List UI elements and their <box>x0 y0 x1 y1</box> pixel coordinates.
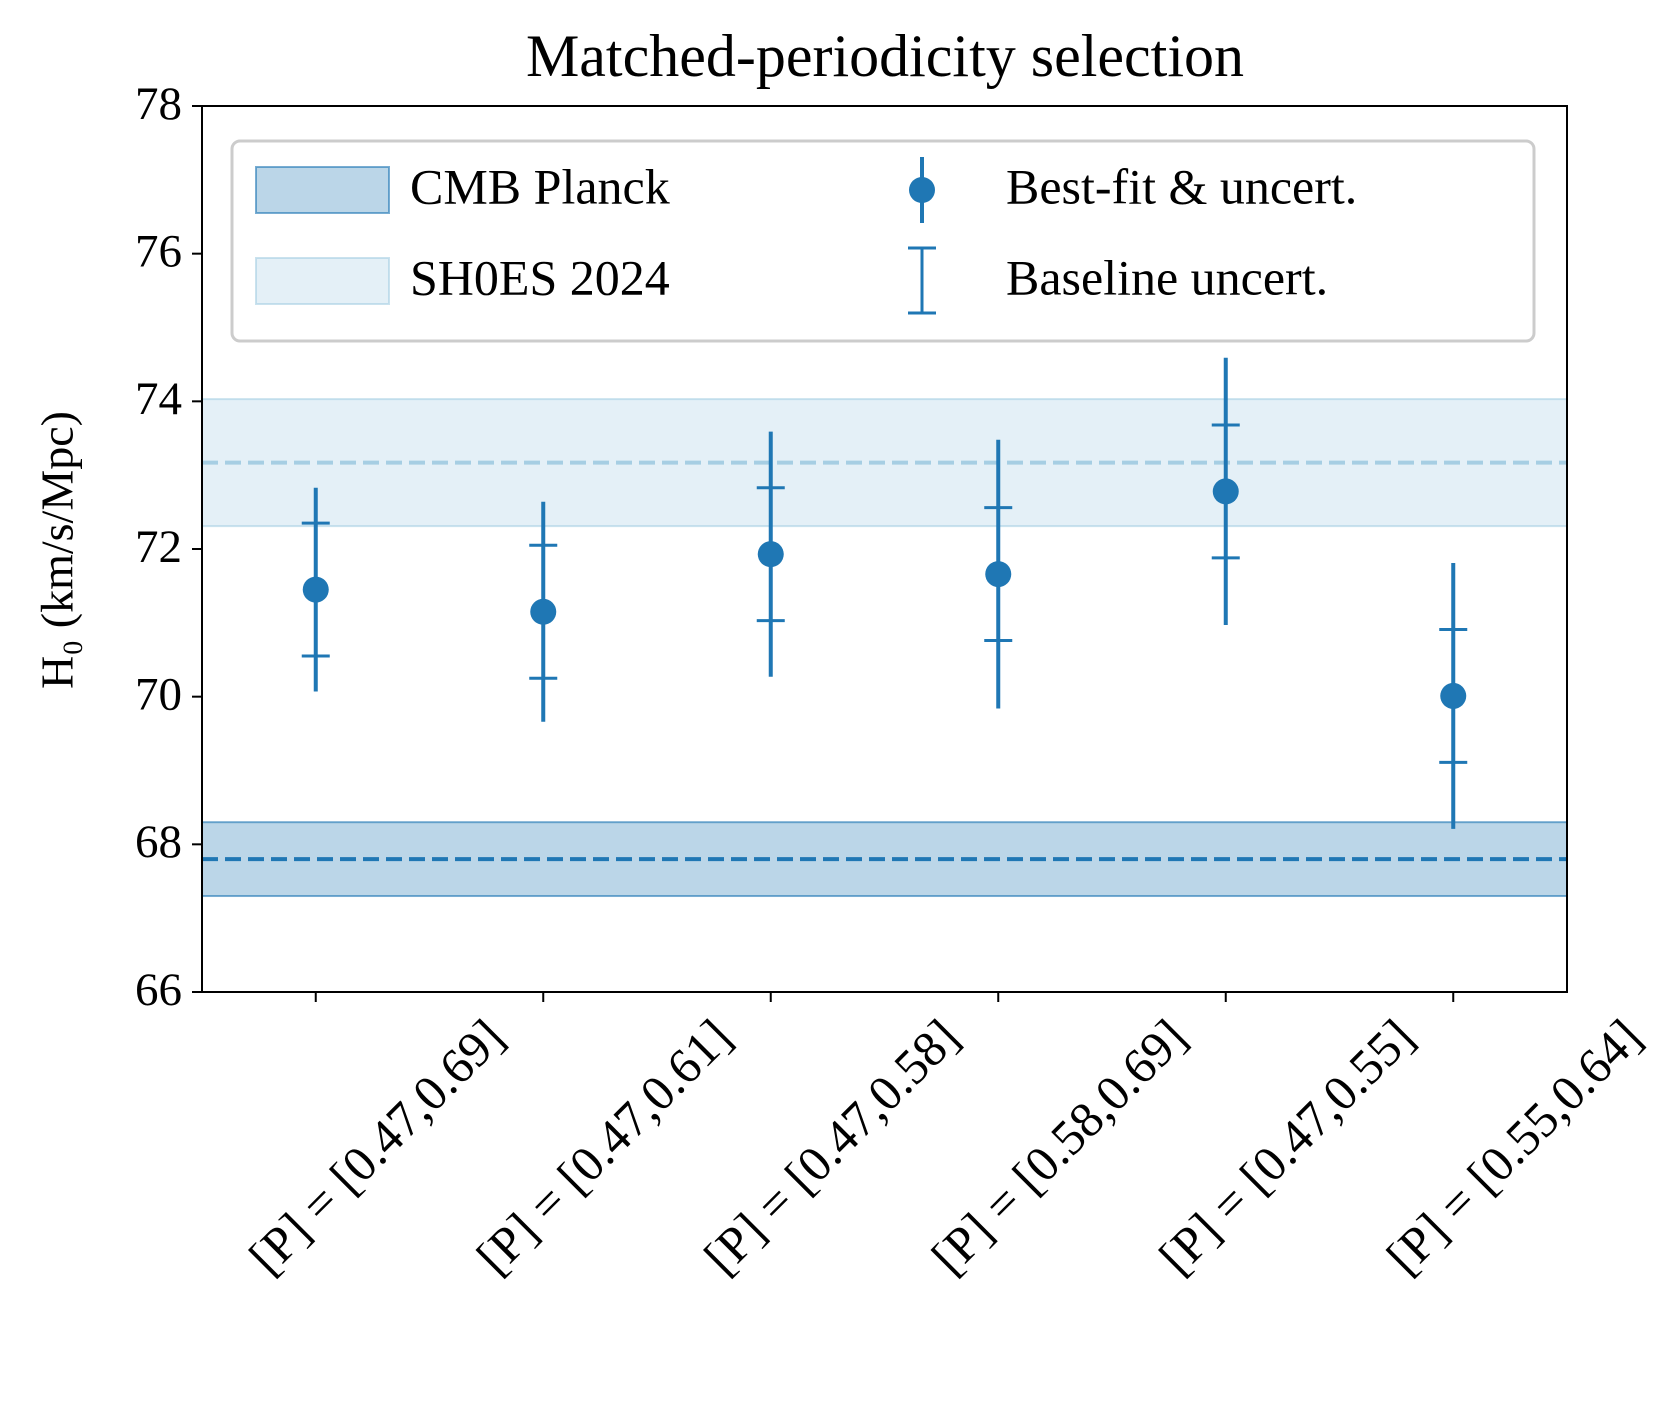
baseline-caps <box>756 486 785 623</box>
axes-frame <box>201 105 1568 993</box>
legend-label: CMB Planck <box>410 158 670 214</box>
y-tick-label: 66 <box>135 964 182 1016</box>
point <box>302 576 329 603</box>
point <box>1212 478 1239 505</box>
legend-point <box>909 177 935 203</box>
baseline-caps <box>1439 627 1468 764</box>
y-tick-label: 70 <box>135 668 182 720</box>
baseline-caps <box>529 543 558 680</box>
y-tick-label: 72 <box>135 521 182 573</box>
legend-label: Baseline uncert. <box>1006 249 1328 305</box>
legend-box <box>230 139 1536 343</box>
point <box>985 561 1012 588</box>
point <box>530 598 557 625</box>
y-tick-label: 76 <box>135 225 182 277</box>
y-tick-label: 74 <box>135 373 182 425</box>
baseline-caps <box>984 506 1013 643</box>
chart-title: Matched-periodicity selection <box>526 23 1244 89</box>
point <box>1440 682 1467 709</box>
legend-swatch <box>255 166 390 214</box>
baseline-caps <box>1211 423 1240 560</box>
y-tick-label: 78 <box>135 78 182 130</box>
baseline-caps <box>301 521 330 658</box>
legend-label: Best-fit & uncert. <box>1006 158 1357 214</box>
point <box>757 541 784 568</box>
y-axis-label: H₀ (km/s/Mpc) <box>32 411 83 689</box>
legend-swatch <box>255 257 390 305</box>
y-tick-label: 68 <box>135 816 182 868</box>
legend-label: SH0ES 2024 <box>410 249 670 305</box>
